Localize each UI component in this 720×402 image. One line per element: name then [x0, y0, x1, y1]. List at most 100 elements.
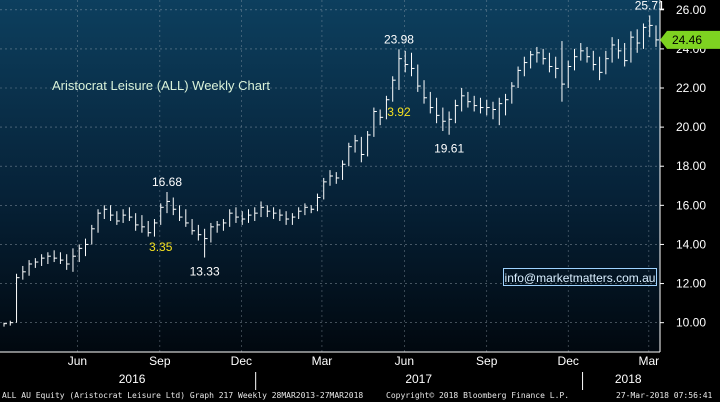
ohlc-bar	[279, 209, 283, 221]
annotation-range: 3.35	[149, 240, 173, 254]
ohlc-bar	[448, 111, 453, 135]
ohlc-bar	[110, 205, 114, 221]
ohlc-bar	[191, 219, 196, 235]
ohlc-bar	[122, 209, 127, 223]
ohlc-bar	[241, 211, 246, 225]
last-price-label: 24.46	[672, 33, 702, 47]
ohlc-bar	[442, 107, 446, 132]
ohlc-bar	[360, 136, 365, 163]
ohlc-bar	[3, 322, 7, 327]
x-month-label: Jun	[68, 354, 87, 368]
ohlc-bar	[285, 211, 290, 225]
ohlc-bar	[260, 201, 265, 218]
annotation-trough: 19.61	[434, 142, 464, 156]
ohlc-bar	[179, 205, 183, 221]
y-tick-label: 14.00	[676, 237, 706, 251]
price-chart: 10.0012.0014.0016.0018.0020.0022.0024.00…	[0, 0, 720, 390]
ohlc-bar	[216, 220, 221, 233]
ohlc-bar	[59, 252, 64, 264]
ohlc-bar	[141, 215, 145, 233]
ohlc-bar	[273, 207, 277, 220]
ohlc-bar	[467, 91, 471, 108]
ohlc-bar	[222, 219, 227, 231]
annotation-peak: 25.71	[635, 0, 665, 12]
ohlc-bar	[655, 25, 659, 47]
ohlc-bar	[28, 260, 33, 276]
ohlc-bar	[580, 43, 584, 61]
ohlc-bar	[9, 320, 14, 326]
y-tick-label: 22.00	[676, 81, 706, 95]
x-year-label: 2018	[615, 372, 642, 386]
ohlc-bar	[542, 48, 547, 65]
ohlc-bar	[210, 222, 214, 243]
footer-timestamp: 27-Mar-2018 07:56:41	[616, 391, 713, 400]
ohlc-bar	[72, 248, 76, 272]
ohlc-bar	[335, 172, 340, 184]
ohlc-bar	[473, 95, 478, 112]
ohlc-bar	[498, 97, 503, 126]
status-footer: ALL AU Equity (Aristocrat Leisure Ltd) G…	[0, 390, 720, 402]
x-month-label: Dec	[231, 354, 252, 368]
ohlc-bar	[329, 170, 333, 186]
ohlc-bar	[548, 52, 553, 73]
ohlc-bar	[266, 205, 271, 218]
ohlc-bar	[605, 50, 609, 75]
ohlc-bar	[204, 228, 208, 258]
y-tick-label: 20.00	[676, 120, 706, 134]
y-tick-label: 18.00	[676, 159, 706, 173]
ohlc-bar	[97, 209, 102, 233]
ohlc-bar	[630, 31, 634, 63]
ohlc-bar	[379, 109, 384, 126]
ohlc-bar	[373, 107, 377, 137]
x-year-label: 2016	[119, 372, 146, 386]
ohlc-bar	[316, 193, 321, 212]
ohlc-bar	[103, 205, 108, 220]
ohlc-bar	[354, 134, 359, 153]
ohlc-bar	[78, 244, 83, 263]
annotation-range: 3.92	[387, 105, 411, 119]
ohlc-bar	[436, 97, 440, 124]
ohlc-bar	[461, 88, 465, 112]
ohlc-bar	[160, 203, 164, 225]
ohlc-bar	[411, 52, 415, 77]
x-month-label: Sep	[476, 354, 498, 368]
ohlc-bar	[404, 50, 409, 73]
ohlc-bar	[147, 220, 152, 237]
ohlc-bar	[517, 66, 522, 88]
ohlc-bar	[229, 209, 233, 227]
y-tick-label: 10.00	[676, 316, 706, 330]
ohlc-bar	[561, 41, 565, 102]
ohlc-bar	[429, 91, 434, 114]
ohlc-bar	[523, 56, 528, 77]
x-month-label: Jun	[395, 354, 414, 368]
ohlc-bar	[530, 50, 534, 69]
contact-email-box: info@marketmatters.com.au	[503, 268, 657, 286]
footer-security-info: ALL AU Equity (Aristocrat Leisure Ltd) G…	[2, 391, 364, 400]
ohlc-bar	[398, 49, 402, 90]
y-tick-label: 12.00	[676, 277, 706, 291]
ohlc-bar	[367, 131, 371, 157]
ohlc-bar	[298, 207, 302, 220]
ohlc-bar	[505, 93, 509, 116]
ohlc-bar	[85, 238, 89, 257]
x-month-label: Dec	[558, 354, 579, 368]
annotation-peak: 16.68	[152, 175, 182, 189]
ohlc-bar	[592, 50, 597, 71]
ohlc-bar	[492, 101, 496, 120]
ohlc-bar	[128, 207, 133, 221]
x-axis: Jun Sep Dec Mar Jun Sep Dec Mar 2016 2017 2018	[0, 351, 660, 390]
ohlc-bar	[47, 252, 51, 264]
ohlc-bar	[116, 211, 120, 225]
ohlc-bar	[66, 254, 70, 270]
ohlc-bar	[41, 254, 45, 266]
annotations: 16.68 3.35 13.33 23.98 3.92 19.61 25.71	[149, 0, 665, 279]
gridlines	[0, 0, 660, 352]
ohlc-bar	[34, 258, 39, 268]
ohlc-bar	[611, 37, 616, 63]
ohlc-bar	[91, 224, 95, 245]
ohlc-bar	[254, 207, 258, 221]
ohlc-bar	[586, 46, 591, 63]
x-month-label: Sep	[149, 354, 171, 368]
annotation-trough: 13.33	[190, 265, 220, 279]
ohlc-bar	[624, 43, 628, 67]
